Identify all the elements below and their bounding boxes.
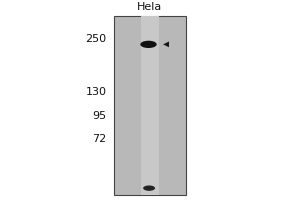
Bar <box>141 16 159 195</box>
Bar <box>114 16 186 195</box>
Text: 95: 95 <box>93 111 107 121</box>
Text: 250: 250 <box>85 34 107 44</box>
Ellipse shape <box>140 41 157 48</box>
Text: 72: 72 <box>92 134 107 144</box>
Ellipse shape <box>143 185 155 191</box>
Text: Hela: Hela <box>136 2 162 12</box>
Text: 130: 130 <box>86 87 107 97</box>
